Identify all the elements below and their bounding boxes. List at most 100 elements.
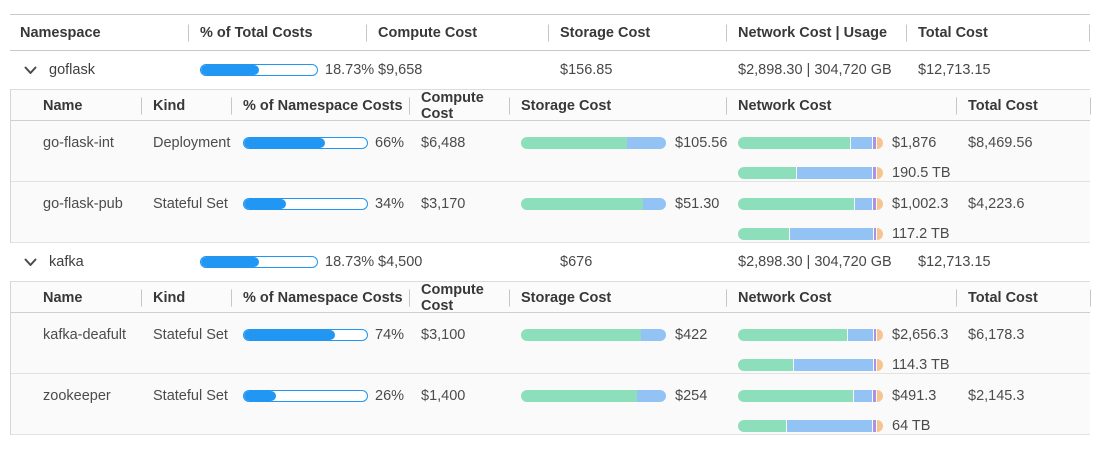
bar-segment <box>873 329 877 341</box>
network-usage-value: 117.2 TB <box>892 226 950 242</box>
col-namespace: Namespace <box>20 24 101 41</box>
workload-row-kafka-deafult[interactable]: kafka-deafult Stateful Set 74% $3,100 $4… <box>11 313 1090 374</box>
col-compute-cost: Compute Cost <box>366 15 548 50</box>
col-pct-namespace-costs: % of Namespace Costs <box>231 282 409 314</box>
namespace-name-cell: goflask <box>10 51 188 89</box>
workload-name: kafka-deafult <box>43 327 127 343</box>
bar-segment <box>797 167 873 179</box>
pct-namespace-cell: 74% <box>231 313 409 373</box>
workload-kind: Stateful Set <box>153 327 228 343</box>
workload-row-zookeeper[interactable]: zookeeper Stateful Set 26% $1,400 $254 <box>11 374 1090 435</box>
storage-cost-cell: $422 <box>509 313 726 373</box>
bar-segment <box>873 198 877 210</box>
bar-segment <box>873 420 877 432</box>
pct-total-cell: 18.73% <box>188 243 374 281</box>
network-cost-bar <box>738 390 883 402</box>
pct-namespace-value: 66% <box>375 135 405 151</box>
pct-total-bar <box>200 64 318 76</box>
namespace-name: kafka <box>49 254 84 270</box>
bar-segment <box>877 359 883 371</box>
col-network-cost-usage: Network Cost | Usage <box>726 15 906 50</box>
pct-namespace-bar <box>243 198 368 210</box>
bar-segment <box>641 329 666 341</box>
network-cost-cell: $1,002.3 117.2 TB <box>726 182 956 242</box>
namespace-name-cell: kafka <box>10 243 188 281</box>
compute-cost-value: $1,400 <box>421 388 466 404</box>
namespace-row-goflask[interactable]: goflask 18.73% $9,658 $156.85 $2,898.30 … <box>10 51 1090 90</box>
network-cost-cell: $491.3 64 TB <box>726 374 956 434</box>
pct-total-cell: 18.73% <box>188 51 374 89</box>
bar-segment <box>877 198 883 210</box>
collapse-chevron-icon[interactable] <box>20 256 41 269</box>
col-network-cost: Network Cost <box>726 282 956 314</box>
col-storage-cost: Storage Cost <box>509 90 726 122</box>
storage-cost-cell: $105.56 <box>509 121 727 181</box>
compute-cost-value: $3,170 <box>421 196 466 212</box>
bar-segment <box>877 390 883 402</box>
bar-segment <box>738 359 794 371</box>
col-kind: Kind <box>141 90 231 122</box>
bar-segment <box>877 137 883 149</box>
storage-bar <box>521 390 666 402</box>
total-cost-value: $12,713.15 <box>918 62 991 78</box>
bar-segment <box>521 390 637 402</box>
bar-segment <box>873 167 877 179</box>
storage-cost-value: $254 <box>675 388 708 404</box>
network-usage-value: 190.5 TB <box>892 165 951 181</box>
workload-kind: Stateful Set <box>153 196 228 212</box>
bar-segment <box>877 228 883 240</box>
bar-segment <box>873 390 877 402</box>
pct-namespace-bar <box>243 137 368 149</box>
network-cost-value: $2,656.3 <box>892 327 949 343</box>
col-storage-cost: Storage Cost <box>509 282 726 314</box>
collapse-chevron-icon[interactable] <box>20 64 41 77</box>
bar-segment <box>738 390 854 402</box>
workload-table-goflask: Name Kind % of Namespace Costs Compute C… <box>10 90 1090 243</box>
bar-segment <box>637 390 666 402</box>
total-cost-value: $4,223.6 <box>968 196 1025 212</box>
workload-row-go-flask-int[interactable]: go-flask-int Deployment 66% $6,488 $105.… <box>11 121 1090 182</box>
storage-cost-value: $51.30 <box>675 196 720 212</box>
compute-cost-value: $9,658 <box>378 62 423 78</box>
bar-segment <box>738 329 848 341</box>
namespace-table-header: Namespace % of Total Costs Compute Cost … <box>10 15 1090 51</box>
bar-segment <box>848 329 873 341</box>
col-kind: Kind <box>141 282 231 314</box>
col-storage-cost: Storage Cost <box>548 15 726 50</box>
col-total-cost: Total Cost <box>956 90 1091 122</box>
pct-total-bar <box>200 256 318 268</box>
bar-segment <box>877 167 883 179</box>
compute-cost-value: $4,500 <box>378 254 423 270</box>
network-usage-bar <box>738 167 883 179</box>
bar-segment <box>790 228 873 240</box>
pct-namespace-value: 26% <box>375 388 405 404</box>
workload-row-go-flask-pub[interactable]: go-flask-pub Stateful Set 34% $3,170 $51… <box>11 182 1090 243</box>
bar-segment <box>642 198 666 210</box>
network-usage-bar <box>738 359 883 371</box>
workload-name: go-flask-pub <box>43 196 123 212</box>
col-pct-namespace-costs: % of Namespace Costs <box>231 90 409 122</box>
bar-segment <box>794 359 873 371</box>
storage-cost-value: $156.85 <box>560 62 613 78</box>
bar-segment <box>873 228 877 240</box>
col-compute-cost: Compute Cost <box>409 282 509 314</box>
storage-bar <box>521 198 666 210</box>
storage-cost-cell: $254 <box>509 374 726 434</box>
network-cost-value: $491.3 <box>892 388 937 404</box>
network-cost-bar <box>738 329 883 341</box>
pct-total-value: 18.73% <box>325 62 375 78</box>
pct-namespace-value: 74% <box>375 327 405 343</box>
cost-allocation-table: Namespace % of Total Costs Compute Cost … <box>10 14 1090 435</box>
storage-cost-value: $422 <box>675 327 708 343</box>
bar-segment <box>873 137 877 149</box>
pct-namespace-cell: 26% <box>231 374 409 434</box>
col-network-cost: Network Cost <box>726 90 956 122</box>
namespace-row-kafka[interactable]: kafka 18.73% $4,500 $676 $2,898.30 | 304… <box>10 243 1090 282</box>
workload-table-kafka: Name Kind % of Namespace Costs Compute C… <box>10 282 1090 435</box>
pct-total-value: 18.73% <box>325 254 375 270</box>
network-cost-cell: $1,876 190.5 TB <box>726 121 956 181</box>
pct-namespace-cell: 34% <box>231 182 409 242</box>
pct-namespace-cell: 66% <box>231 121 409 181</box>
bar-segment <box>854 390 873 402</box>
compute-cost-value: $3,100 <box>421 327 466 343</box>
